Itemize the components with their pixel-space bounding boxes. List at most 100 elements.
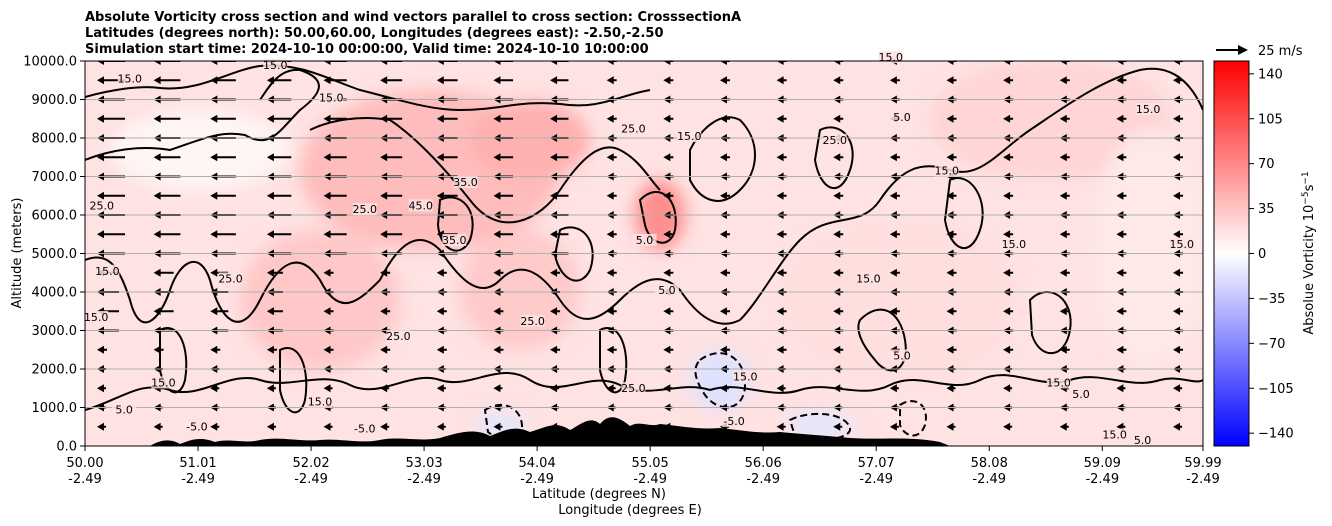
contour-label: 15.0 [1136,103,1161,116]
x-tick-label-lon: -2.49 [1085,472,1119,487]
wind-vector-head [153,307,161,316]
contour-label-background [112,403,137,416]
wind-vector-head [889,153,897,162]
wind-vector-head [153,191,161,200]
contour-label-background [1102,428,1127,441]
wind-vector-head [1116,114,1124,123]
contour-label-background [442,233,467,246]
wind-vector-head [606,268,614,277]
wind-vector-head [776,422,784,431]
colorbar-tick-label: 35 [1258,202,1275,217]
wind-vector-head [889,307,897,316]
x-axis-label-longitude: Longitude (degrees E) [558,503,702,518]
wind-vector-head [776,61,784,65]
wind-vector-head [833,384,841,393]
x-tick-label-lon: -2.49 [633,472,667,487]
wind-vector-head [153,76,161,85]
wind-vector-head [1116,345,1124,354]
wind-vector-head [946,76,954,85]
contour-label: 15.0 [1169,238,1194,251]
wind-vector-head [97,61,104,65]
wind-vector-head [323,422,331,431]
y-tick-label: 3000.0 [32,324,78,339]
wind-vector-head [436,307,444,316]
wind-vector-head [833,76,841,85]
x-tick-label-lon: -2.49 [972,472,1006,487]
wind-vector-head [663,268,671,277]
wind-vector-head [776,76,784,85]
wind-vector-head [1116,191,1124,200]
contour-label: 5.0 [658,284,676,297]
wind-vector-head [776,153,784,162]
wind-vector-head [946,422,954,431]
contour-label: 25.0 [353,203,378,216]
wind-vector-head [776,114,784,123]
wind-vector-head [1116,384,1124,393]
wind-vector-head [380,307,388,316]
wind-vector-head [436,345,444,354]
wind-vector-head [1003,307,1011,316]
vorticity-patch [240,230,400,370]
contour-label-background [733,370,758,383]
colorbar-tick-label: 0 [1258,247,1266,262]
wind-vector-head [663,114,671,123]
contour-label-background [934,164,959,177]
wind-vector-head [323,61,331,65]
colorbar-label: Absolue Vorticity 10−5s−1 [1301,171,1317,334]
y-axis: 0.0 1000.0 2000.0 3000.0 4000.0 5000.0 6000.0 7… [23,55,85,455]
wind-vector-head [493,307,501,316]
wind-vector-head [1003,114,1011,123]
y-tick-label: 6000.0 [32,209,78,224]
wind-vector-head [1173,153,1181,162]
wind-vector-head [210,307,218,316]
wind-vector-head [946,114,954,123]
wind-vector-head [1173,268,1181,277]
wind-vector-head [1173,230,1181,239]
contour-label-background [117,72,142,85]
colorbar: 140 105 70 35 0 −35 −70 −105 −140 Absolue Vortic… [1213,60,1317,447]
contour-label: 25.0 [621,382,646,395]
wind-vector-head [1116,61,1124,65]
contour-label: 25.0 [520,315,545,328]
contour-label: 5.0 [893,349,911,362]
contour-label-background [677,130,702,142]
colorbar-tick-label: −105 [1258,382,1294,397]
wind-vector-head [946,384,954,393]
wind-vector-head [550,422,558,431]
contour-label: 15.0 [733,371,758,384]
wind-vector-head [776,191,784,200]
x-tick-label-lat: 59.09 [1084,456,1121,471]
contour-label-background [722,414,747,427]
wind-vector-head [606,422,614,431]
wind-vector-head [1173,307,1181,316]
wind-vector-head [606,76,614,85]
wind-vector-head [833,268,841,277]
wind-vector-head [663,307,671,316]
wind-vector-head [97,384,104,393]
wind-vector-head [210,191,218,200]
quiver-key-arrow-head [1238,45,1248,55]
wind-vector-head [210,230,218,239]
y-tick-label: 8000.0 [32,132,78,147]
wind-vector-head [493,384,501,393]
wind-vector-head [550,114,558,123]
y-axis-label: Altitude (meters) [10,198,25,309]
wind-vector-head [266,114,274,123]
wind-vector-head [210,268,218,277]
wind-vector-head [719,76,727,85]
wind-vector-head [1116,268,1124,277]
contour-label: 15.0 [263,59,288,72]
contour-line [279,347,308,414]
wind-vector-head [889,76,897,85]
contour-label: 15.0 [308,396,333,409]
wind-vector-head [889,268,897,277]
x-tick-label-lon: -2.49 [520,472,554,487]
wind-vector-head [1116,230,1124,239]
terrain-silhouette [85,417,950,446]
wind-vector-head [210,153,218,162]
wind-vector-head [1059,76,1067,85]
wind-vector-head [606,384,614,393]
contour-label: 15.0 [319,92,344,105]
wind-vector-head [323,307,331,316]
contour-label-background [1136,103,1161,116]
